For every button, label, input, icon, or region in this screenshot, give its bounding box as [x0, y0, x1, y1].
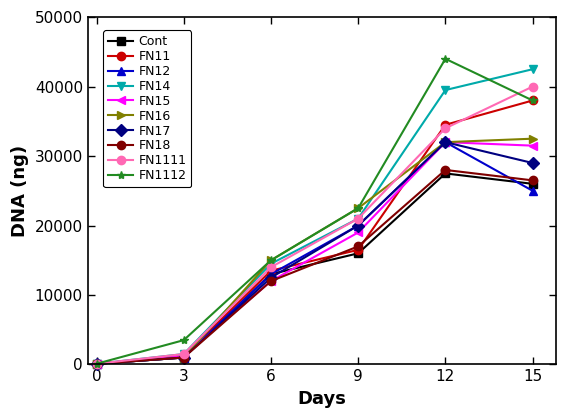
FN17 [355, 223, 362, 228]
FN11 [355, 247, 362, 252]
FN14 [529, 67, 536, 72]
FN18 [180, 355, 187, 360]
Line: FN12: FN12 [92, 138, 537, 368]
FN12 [355, 223, 362, 228]
Line: FN15: FN15 [92, 138, 537, 368]
FN16 [180, 355, 187, 360]
FN1111 [268, 265, 274, 270]
FN15 [93, 361, 100, 366]
FN18 [93, 361, 100, 366]
FN1112 [268, 258, 274, 263]
FN1111 [529, 84, 536, 89]
FN12 [268, 272, 274, 277]
FN16 [268, 258, 274, 263]
FN1112 [355, 206, 362, 211]
FN14 [355, 216, 362, 221]
FN16 [442, 140, 449, 145]
Line: FN11: FN11 [92, 96, 537, 368]
Cont [180, 355, 187, 360]
Cont [442, 171, 449, 176]
FN16 [355, 206, 362, 211]
FN12 [93, 361, 100, 366]
Line: FN1112: FN1112 [92, 54, 537, 368]
FN11 [93, 361, 100, 366]
FN1112 [442, 56, 449, 61]
FN1112 [93, 361, 100, 366]
FN11 [529, 98, 536, 103]
FN14 [268, 261, 274, 266]
FN1111 [355, 216, 362, 221]
Cont [355, 251, 362, 256]
Line: FN18: FN18 [92, 166, 537, 368]
FN12 [529, 188, 536, 193]
FN14 [93, 361, 100, 366]
FN11 [180, 354, 187, 359]
FN15 [442, 140, 449, 145]
FN16 [93, 361, 100, 366]
FN12 [180, 355, 187, 360]
FN14 [180, 352, 187, 357]
Cont [93, 361, 100, 366]
Line: Cont: Cont [92, 169, 537, 368]
FN15 [180, 354, 187, 359]
FN1112 [529, 98, 536, 103]
FN18 [442, 168, 449, 173]
FN11 [268, 268, 274, 273]
FN15 [355, 230, 362, 235]
Line: FN16: FN16 [92, 134, 537, 368]
FN18 [529, 178, 536, 183]
X-axis label: Days: Days [298, 390, 346, 408]
Legend: Cont, FN11, FN12, FN14, FN15, FN16, FN17, FN18, FN1111, FN1112: Cont, FN11, FN12, FN14, FN15, FN16, FN17… [103, 30, 192, 187]
Cont [268, 272, 274, 277]
Line: FN1111: FN1111 [92, 83, 537, 368]
Line: FN14: FN14 [92, 65, 537, 368]
FN11 [442, 122, 449, 127]
FN17 [442, 140, 449, 145]
FN16 [529, 136, 536, 141]
Cont [529, 181, 536, 186]
Y-axis label: DNA (ng): DNA (ng) [11, 145, 29, 237]
FN17 [268, 275, 274, 280]
FN18 [355, 244, 362, 249]
FN17 [180, 355, 187, 360]
FN17 [93, 361, 100, 366]
FN15 [268, 279, 274, 284]
FN15 [529, 143, 536, 148]
FN1111 [442, 126, 449, 131]
FN14 [442, 88, 449, 93]
FN1111 [180, 352, 187, 357]
FN1111 [93, 361, 100, 366]
FN12 [442, 140, 449, 145]
FN17 [529, 160, 536, 166]
Line: FN17: FN17 [92, 138, 537, 368]
FN1112 [180, 338, 187, 343]
FN18 [268, 279, 274, 284]
